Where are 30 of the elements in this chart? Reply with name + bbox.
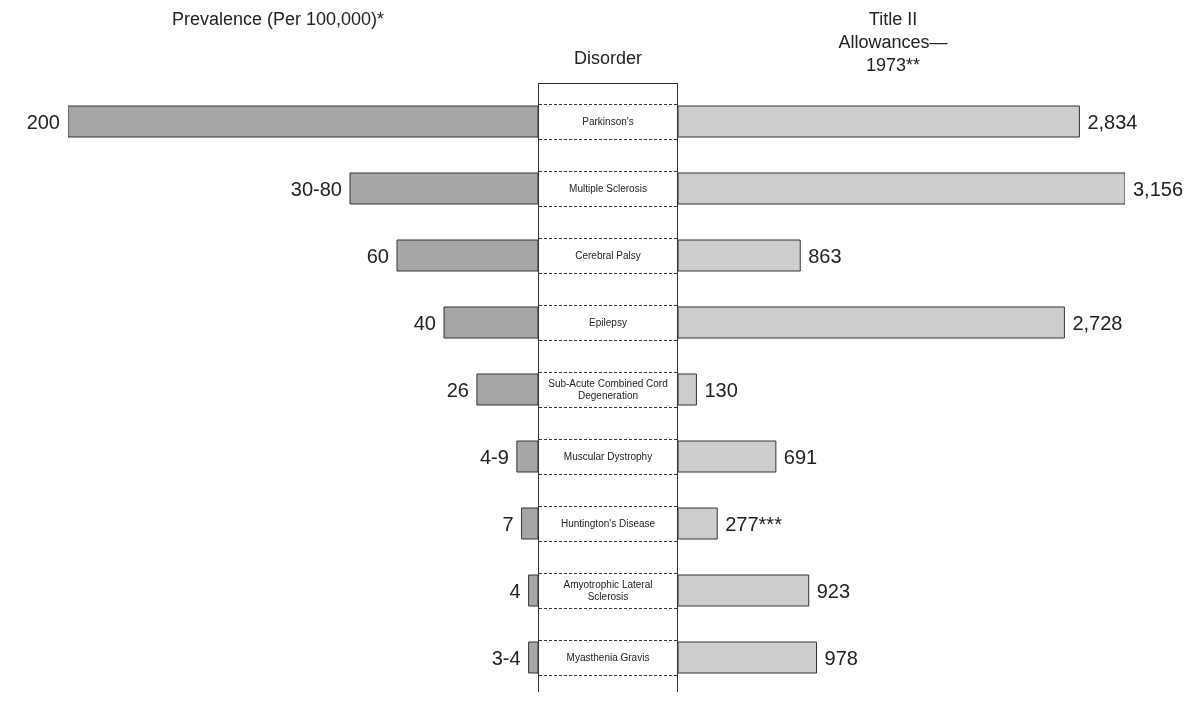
y-tick-label: Parkinson's — [539, 104, 677, 140]
data-label: 3,156 — [1133, 177, 1184, 200]
y-tick-label: Amyotrophic Lateral Sclerosis — [539, 573, 677, 609]
chart-title: Title II Allowances—1973** — [837, 8, 949, 77]
data-label: 4 — [509, 579, 521, 602]
data-label: 691 — [783, 445, 818, 468]
data-label: 26 — [446, 378, 469, 401]
data-label: 4-9 — [479, 445, 509, 468]
data-label: 923 — [816, 579, 851, 602]
data-label: 130 — [704, 378, 738, 401]
data-label: 7 — [502, 512, 514, 535]
y-tick-label: Cerebral Palsy — [539, 238, 677, 274]
data-label: 3-4 — [491, 646, 521, 669]
y-tick-label: Multiple Sclerosis — [539, 171, 677, 207]
y-tick-label: Myasthenia Gravis — [539, 640, 677, 676]
data-label: 2,728 — [1072, 311, 1123, 334]
data-label: 863 — [808, 244, 842, 267]
data-label: 978 — [824, 646, 858, 669]
y-tick-label: Epilepsy — [539, 305, 677, 341]
y-axis-title: Disorder — [573, 48, 643, 69]
data-label: 2,834 — [1087, 110, 1138, 133]
data-label: 30-80 — [290, 177, 342, 200]
data-label: 60 — [366, 244, 389, 267]
y-tick-label: Huntington's Disease — [539, 506, 677, 542]
y-tick-label: Sub-Acute Combined Cord Degeneration — [539, 372, 677, 408]
y-tick-label: Muscular Dystrophy — [539, 439, 677, 475]
data-label: 277*** — [725, 512, 783, 535]
chart-title: Prevalence (Per 100,000)* — [170, 8, 386, 31]
data-label: 40 — [413, 311, 436, 334]
data-label: 200 — [26, 110, 60, 133]
